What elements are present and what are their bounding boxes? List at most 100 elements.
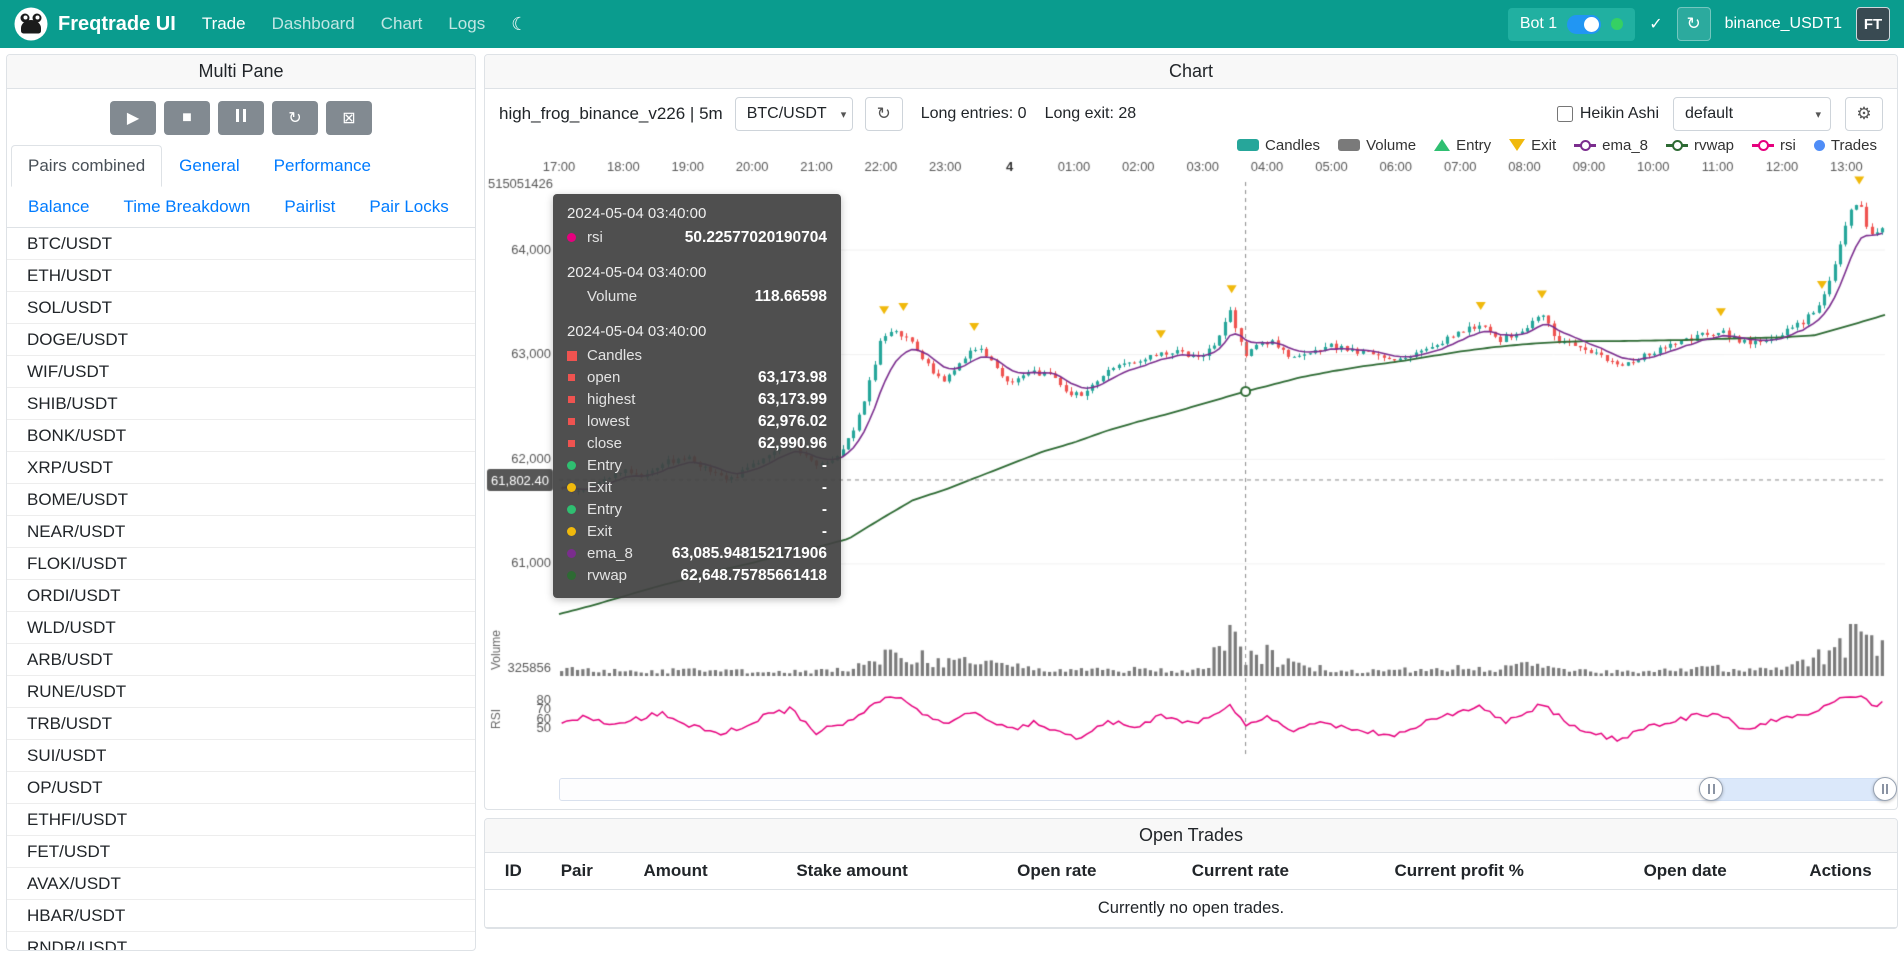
reload-bot-button[interactable]: ↻: [1676, 7, 1711, 41]
force-exit-icon: ⊠: [342, 110, 356, 127]
pair-select-value: BTC/USDT: [746, 105, 827, 122]
pair-row-wif-usdt[interactable]: WIF/USDT: [7, 356, 475, 388]
pair-list: BTC/USDT ETH/USDT SOL/USDT DOGE/USDT WIF/USD…: [7, 228, 475, 950]
legend-item-volume[interactable]: Volume: [1338, 137, 1416, 154]
pair-row-shib-usdt[interactable]: SHIB/USDT: [7, 388, 475, 420]
pair-row-arb-usdt[interactable]: ARB/USDT: [7, 644, 475, 676]
pair-row-bonk-usdt[interactable]: BONK/USDT: [7, 420, 475, 452]
legend-item-exit[interactable]: Exit: [1509, 137, 1556, 154]
chart-toolbar: high_frog_binance_v226 | 5m BTC/USDT ▾ ↻…: [485, 89, 1897, 133]
force-exit-button[interactable]: ⊠: [326, 101, 372, 135]
pair-row-wld-usdt[interactable]: WLD/USDT: [7, 612, 475, 644]
tab-pairs-combined[interactable]: Pairs combined: [11, 145, 163, 187]
datazoom-selection[interactable]: [1711, 777, 1885, 801]
pair-row-op-usdt[interactable]: OP/USDT: [7, 772, 475, 804]
col-open-rate: Open rate: [965, 853, 1149, 890]
long-entries-count: Long entries: 0: [920, 105, 1027, 122]
pair-row-sui-usdt[interactable]: SUI/USDT: [7, 740, 475, 772]
legend-item-rvwap[interactable]: rvwap: [1666, 137, 1734, 154]
tooltip-label: highest: [587, 390, 636, 408]
tooltip-section: 2024-05-04 03:40:00 Candles open 63,173.98 h…: [567, 323, 827, 587]
pair-row-ordi-usdt[interactable]: ORDI/USDT: [7, 580, 475, 612]
legend-item-candles[interactable]: Candles: [1237, 137, 1320, 154]
nav-link-trade[interactable]: Trade: [201, 14, 246, 33]
pair-row-btc-usdt[interactable]: BTC/USDT: [7, 228, 475, 260]
stop-button[interactable]: ■: [164, 101, 210, 135]
tooltip-value: -: [821, 500, 827, 518]
no-trades-message: Currently no open trades.: [485, 889, 1897, 928]
legend-item-ema-8[interactable]: ema_8: [1574, 137, 1648, 154]
tab-time-breakdown[interactable]: Time Breakdown: [123, 197, 251, 216]
reload-config-button[interactable]: ↻: [272, 101, 318, 135]
datazoom-handle-left[interactable]: [1699, 777, 1724, 802]
theme-toggle-button[interactable]: ☾: [511, 14, 527, 35]
pair-row-floki-usdt[interactable]: FLOKI/USDT: [7, 548, 475, 580]
navbar-right: Bot 1 ✓ ↻ binance_USDT1 FT: [1507, 7, 1890, 41]
open-trades-panel: Open Trades ID Pair Amount Stake amount Open…: [484, 818, 1898, 929]
datazoom-handle-right[interactable]: [1873, 777, 1897, 802]
tab-balance[interactable]: Balance: [28, 197, 90, 216]
tooltip-row: Exit -: [567, 477, 827, 499]
start-button[interactable]: ▶: [110, 101, 156, 135]
lowest-marker-icon: [567, 418, 579, 425]
multi-pane-tabs: Pairs combined General Performance Balance T…: [7, 145, 475, 228]
pair-row-fet-usdt[interactable]: FET/USDT: [7, 836, 475, 868]
pair-row-near-usdt[interactable]: NEAR/USDT: [7, 516, 475, 548]
heikin-ashi-option: Heikin Ashi: [1556, 105, 1659, 123]
chart-area: 2024-05-04 03:40:00 rsi 50.22577020190704 2…: [485, 155, 1897, 772]
pause-button[interactable]: [218, 101, 264, 135]
strategy-label: high_frog_binance_v226 | 5m: [499, 104, 723, 123]
avatar[interactable]: FT: [1856, 7, 1890, 41]
tooltip-label: close: [587, 434, 623, 452]
bot-status-dot: [1611, 18, 1624, 30]
pair-row-avax-usdt[interactable]: AVAX/USDT: [7, 868, 475, 900]
exit-legend-icon: [1509, 139, 1526, 152]
candles-legend-icon: [1237, 139, 1260, 152]
pair-row-sol-usdt[interactable]: SOL/USDT: [7, 292, 475, 324]
chart-panel-header: Chart: [485, 55, 1897, 89]
pair-row-xrp-usdt[interactable]: XRP/USDT: [7, 452, 475, 484]
tooltip-label: Entry: [587, 456, 623, 474]
long-exit-count: Long exit: 28: [1044, 105, 1137, 122]
open-trades-header: Open Trades: [485, 819, 1897, 853]
main-content: Multi Pane ▶ ■ ↻ ⊠ Pairs combined General Per…: [0, 48, 1904, 957]
legend-item-entry[interactable]: Entry: [1434, 137, 1491, 154]
pair-row-bome-usdt[interactable]: BOME/USDT: [7, 484, 475, 516]
plot-settings-button[interactable]: ⚙: [1845, 97, 1883, 131]
tooltip-label: Volume: [587, 287, 638, 305]
legend-item-rsi[interactable]: rsi: [1752, 137, 1796, 154]
heikin-ashi-checkbox[interactable]: [1556, 106, 1573, 122]
nav-link-chart[interactable]: Chart: [380, 14, 423, 33]
top-navbar: Freqtrade UI Trade Dashboard Chart Logs ☾ B…: [0, 0, 1904, 48]
tooltip-row: rvwap 62,648.75785661418: [567, 565, 827, 587]
reload-icon: ↻: [288, 110, 302, 127]
tooltip-value: 62,976.02: [758, 412, 827, 430]
rvwap-marker-icon: [567, 571, 579, 580]
bot-toggle[interactable]: [1567, 14, 1602, 34]
tab-general[interactable]: General: [179, 156, 240, 175]
pair-row-eth-usdt[interactable]: ETH/USDT: [7, 260, 475, 292]
nav-link-logs[interactable]: Logs: [448, 14, 486, 33]
pair-row-doge-usdt[interactable]: DOGE/USDT: [7, 324, 475, 356]
datazoom-track[interactable]: [559, 777, 1885, 801]
pair-row-trb-usdt[interactable]: TRB/USDT: [7, 708, 475, 740]
tooltip-timestamp: 2024-05-04 03:40:00: [567, 204, 707, 222]
moon-icon: ☾: [511, 13, 528, 34]
pair-row-ethfi-usdt[interactable]: ETHFI/USDT: [7, 804, 475, 836]
tooltip-row: Volume 118.66598: [567, 286, 827, 308]
pair-row-rune-usdt[interactable]: RUNE/USDT: [7, 676, 475, 708]
legend-item-trades[interactable]: Trades: [1813, 137, 1877, 154]
tab-pairlist[interactable]: Pairlist: [284, 197, 336, 216]
pair-row-rndr-usdt[interactable]: RNDR/USDT: [7, 932, 475, 950]
tooltip-row: highest 63,173.99: [567, 389, 827, 411]
col-current-profit-: Current profit %: [1332, 853, 1587, 890]
refresh-chart-button[interactable]: ↻: [864, 97, 903, 131]
nav-link-dashboard[interactable]: Dashboard: [271, 14, 355, 33]
plot-config-select[interactable]: default ▾: [1673, 97, 1831, 131]
account-name: binance_USDT1: [1724, 15, 1842, 32]
tab-performance[interactable]: Performance: [273, 156, 371, 175]
bot-selector[interactable]: Bot 1: [1507, 7, 1636, 41]
pair-select[interactable]: BTC/USDT ▾: [734, 97, 853, 131]
tab-pair-locks[interactable]: Pair Locks: [369, 197, 449, 216]
pair-row-hbar-usdt[interactable]: HBAR/USDT: [7, 900, 475, 932]
